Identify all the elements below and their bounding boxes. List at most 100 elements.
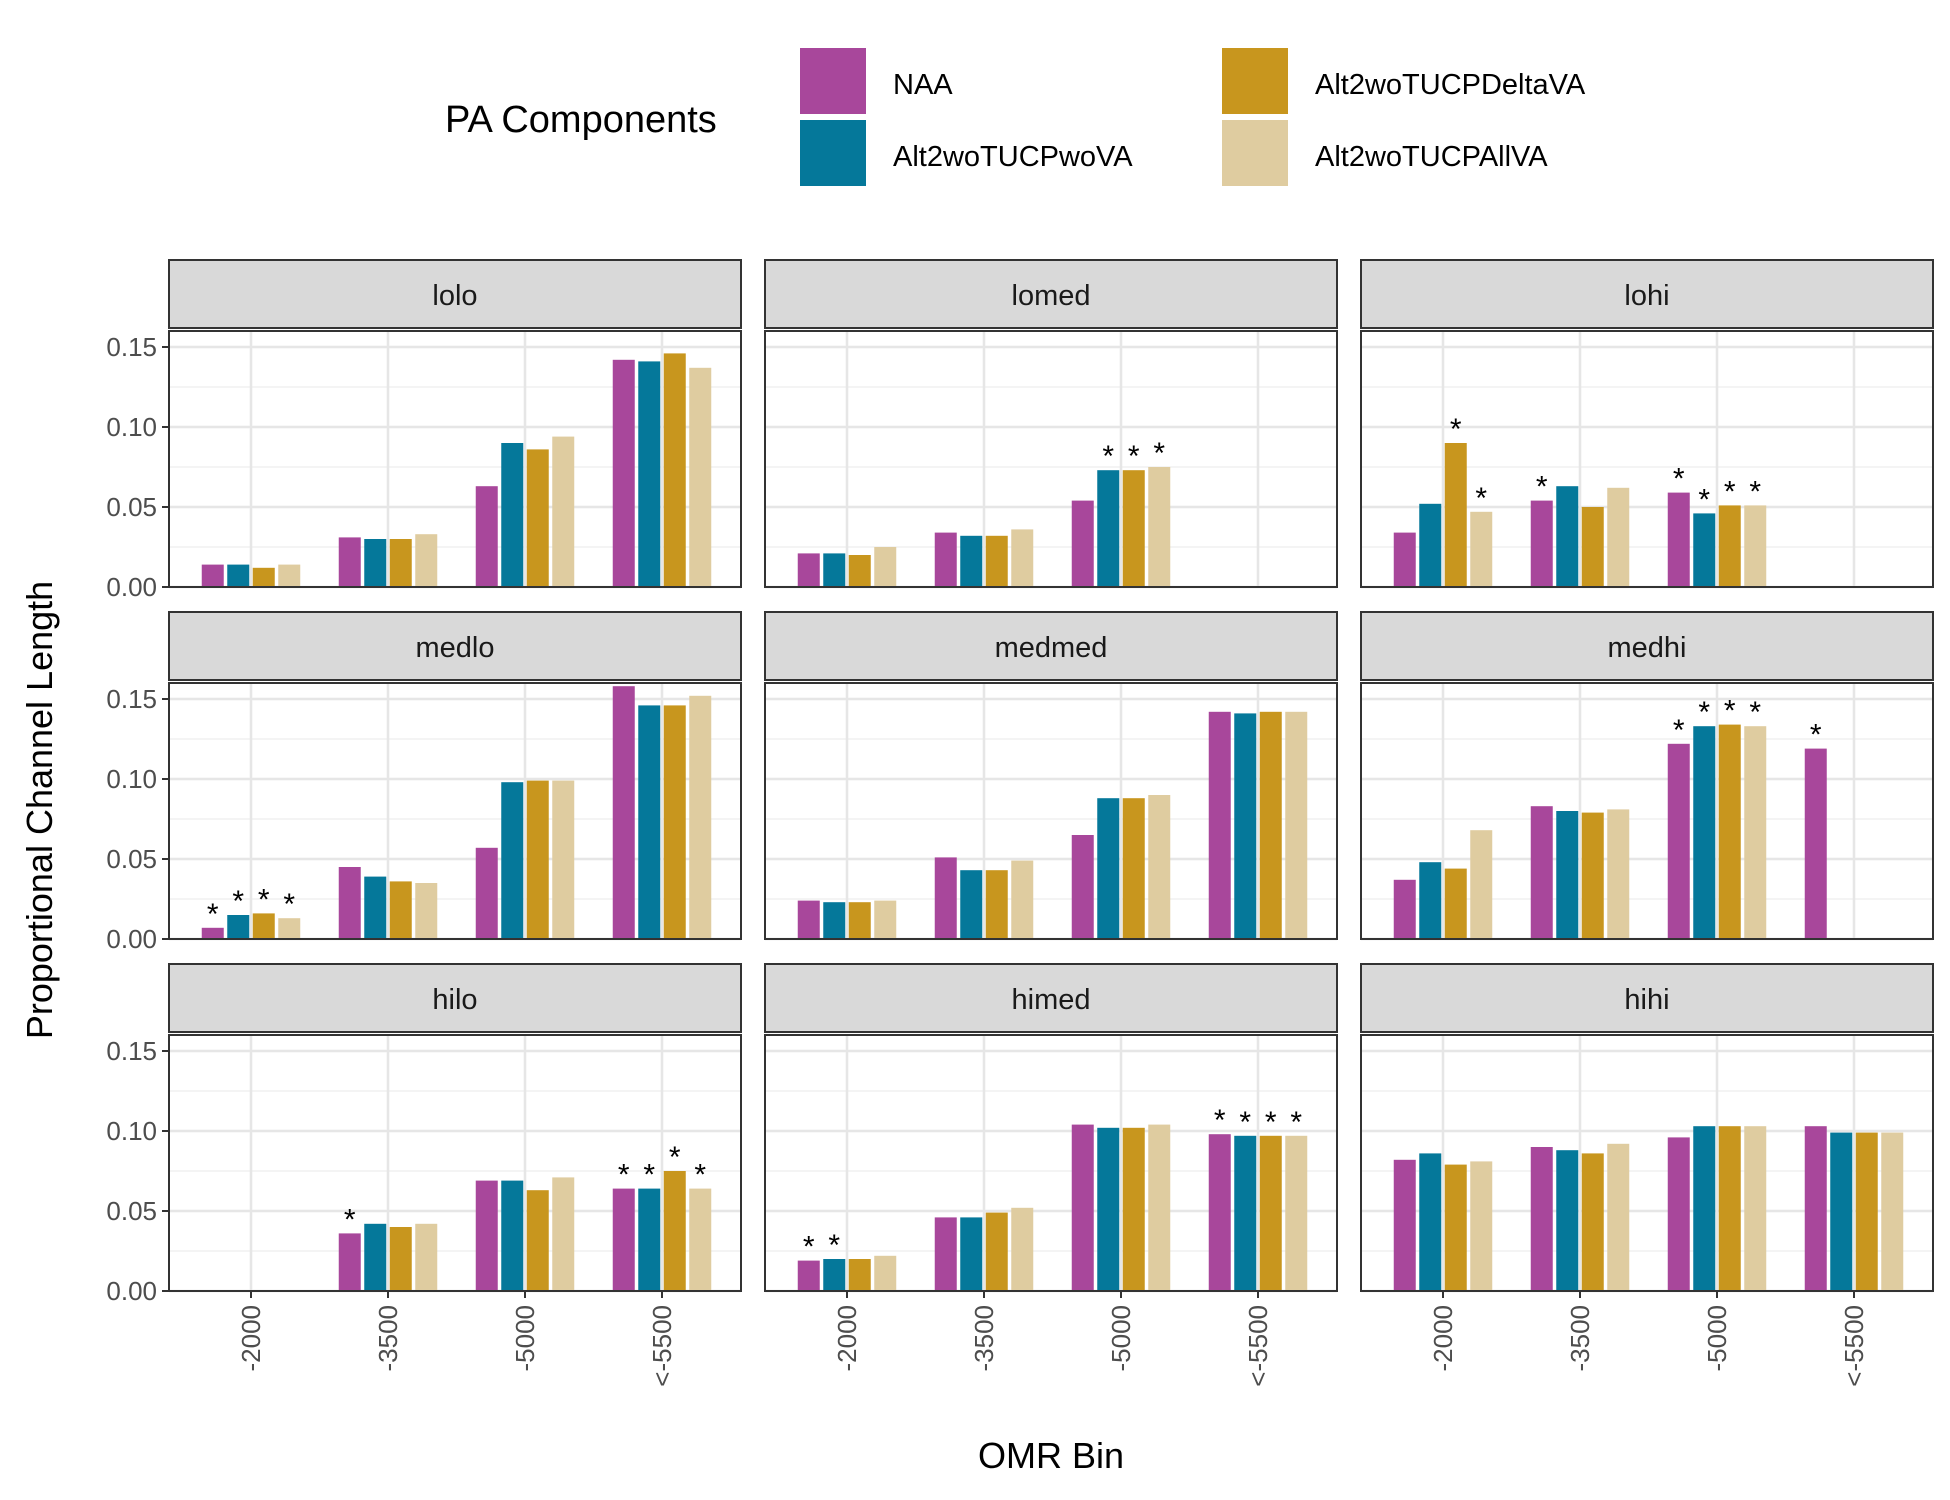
- bar-alt2wotucpwova-5500: [1234, 1135, 1257, 1291]
- bar-naa-2000: [201, 564, 224, 587]
- panel-border: [1360, 330, 1934, 588]
- bar-alt2wotucpwova-5000: [1693, 726, 1716, 939]
- bar-naa-5000: [1071, 1124, 1094, 1291]
- bar-alt2wotucpwova-2000: [823, 1259, 846, 1291]
- bar-alt2wotucpwova-5000: [501, 1180, 524, 1291]
- significance-marker: *: [1698, 483, 1710, 516]
- y-tick-label: 0.10: [106, 764, 157, 794]
- bar-naa-5500: [1208, 1134, 1231, 1291]
- x-axis-title: OMR Bin: [978, 1435, 1124, 1476]
- bar-naa-5500: [1804, 1126, 1827, 1291]
- bar-alt2wotucpdeltava-2000: [848, 902, 871, 939]
- bar-alt2wotucpwova-5000: [501, 782, 524, 939]
- bar-naa-3500: [1530, 500, 1553, 587]
- facet-label: lolo: [432, 280, 477, 312]
- bar-alt2wotucpdeltava-5000: [526, 449, 549, 587]
- bar-alt2wotucpdeltava-5000: [526, 780, 549, 939]
- bar-alt2wotucpallva-3500: [1607, 487, 1630, 587]
- bar-alt2wotucpdeltava-5500: [1855, 1132, 1878, 1291]
- bar-naa-2000: [797, 553, 820, 587]
- x-tick-label: -5000: [1106, 1305, 1136, 1372]
- bar-naa-2000: [1393, 879, 1416, 939]
- bar-naa-5500: [1208, 711, 1231, 939]
- bar-alt2wotucpwova-5000: [1097, 1127, 1120, 1291]
- bar-alt2wotucpallva-5000: [552, 436, 575, 587]
- significance-marker: *: [207, 898, 219, 931]
- bar-alt2wotucpdeltava-5500: [663, 353, 686, 587]
- facet-strip: [168, 259, 742, 329]
- facet-label: lohi: [1624, 280, 1669, 312]
- bar-alt2wotucpdeltava-2000: [252, 567, 275, 587]
- significance-marker: *: [1265, 1106, 1277, 1139]
- bar-alt2wotucpdeltava-3500: [389, 1227, 412, 1291]
- significance-marker: *: [283, 888, 295, 921]
- facet-strip: [168, 963, 742, 1033]
- significance-marker: *: [803, 1231, 815, 1264]
- bar-naa-5000: [1667, 743, 1690, 939]
- facet-label: lomed: [1012, 280, 1091, 312]
- panel-border: [764, 1034, 1338, 1292]
- bar-alt2wotucpallva-3500: [415, 883, 438, 939]
- bar-alt2wotucpwova-3500: [960, 535, 983, 587]
- legend-swatch-naa: [800, 48, 866, 114]
- panel-border: [168, 682, 742, 940]
- bar-alt2wotucpdeltava-3500: [985, 870, 1008, 939]
- x-tick-label: <-5500: [647, 1305, 677, 1387]
- significance-marker: *: [1128, 440, 1140, 473]
- bar-naa-5000: [475, 486, 498, 587]
- panel-border: [764, 682, 1338, 940]
- panel-hihi: hihi -2000 -3500 -5000 <-5500: [1360, 963, 1934, 1387]
- bar-alt2wotucpwova-2000: [1419, 1153, 1442, 1291]
- x-tick-label: <-5500: [1243, 1305, 1273, 1387]
- bar-alt2wotucpallva-3500: [415, 1223, 438, 1291]
- bar-alt2wotucpwova-2000: [1419, 503, 1442, 587]
- bar-naa-5000: [475, 847, 498, 939]
- bar-naa-3500: [1530, 1147, 1553, 1291]
- x-tick-label: -2000: [236, 1305, 266, 1372]
- bar-naa-5500: [612, 359, 635, 587]
- bar-alt2wotucpdeltava-2000: [1444, 1164, 1467, 1291]
- y-tick-label: 0.00: [106, 572, 157, 602]
- y-tick-label: 0.05: [106, 492, 157, 522]
- significance-marker: *: [232, 885, 244, 918]
- significance-marker: *: [1102, 440, 1114, 473]
- bar-alt2wotucpallva-5000: [1148, 795, 1171, 939]
- bar-alt2wotucpallva-2000: [278, 918, 301, 939]
- bar-alt2wotucpallva-5500: [689, 367, 712, 587]
- bar-naa-2000: [797, 900, 820, 939]
- facet-strip: [1360, 963, 1934, 1033]
- bar-naa-3500: [338, 1233, 361, 1291]
- panel-border: [168, 1034, 742, 1292]
- bar-alt2wotucpallva-2000: [1470, 1161, 1493, 1291]
- legend-label-alt2wotucpdeltava: Alt2woTUCPDeltaVA: [1315, 69, 1586, 101]
- significance-marker: *: [1536, 471, 1548, 504]
- bar-alt2wotucpallva-5000: [552, 780, 575, 939]
- facet-strip: [1360, 611, 1934, 681]
- bar-alt2wotucpdeltava-2000: [252, 913, 275, 939]
- significance-marker: *: [694, 1159, 706, 1192]
- bar-alt2wotucpdeltava-5000: [1718, 505, 1741, 587]
- x-tick-label: <-5500: [1839, 1305, 1869, 1387]
- bar-alt2wotucpdeltava-3500: [389, 539, 412, 587]
- legend-label-alt2wotucpwova: Alt2woTUCPwoVA: [893, 141, 1133, 173]
- significance-marker: *: [1214, 1104, 1226, 1137]
- facet-strip: [168, 611, 742, 681]
- bar-alt2wotucpwova-5000: [1097, 798, 1120, 939]
- facet-label: hilo: [432, 984, 477, 1016]
- panel-medmed: medmed: [764, 611, 1338, 941]
- bar-naa-5000: [1071, 500, 1094, 587]
- plot-area: [765, 331, 1337, 587]
- bar-naa-2000: [1393, 532, 1416, 587]
- panel-lomed: lomed * * *: [764, 259, 1338, 589]
- bar-naa-5000: [1667, 1137, 1690, 1291]
- bar-alt2wotucpallva-2000: [874, 900, 897, 939]
- facet-label: himed: [1012, 984, 1091, 1016]
- facet-label: medlo: [416, 632, 495, 664]
- bar-alt2wotucpallva-2000: [1470, 511, 1493, 587]
- panel-medhi: medhi * * * * *: [1360, 611, 1934, 941]
- significance-marker: *: [618, 1159, 630, 1192]
- bar-alt2wotucpallva-3500: [1607, 1143, 1630, 1291]
- bar-naa-5000: [1667, 492, 1690, 587]
- bar-naa-5000: [1071, 835, 1094, 939]
